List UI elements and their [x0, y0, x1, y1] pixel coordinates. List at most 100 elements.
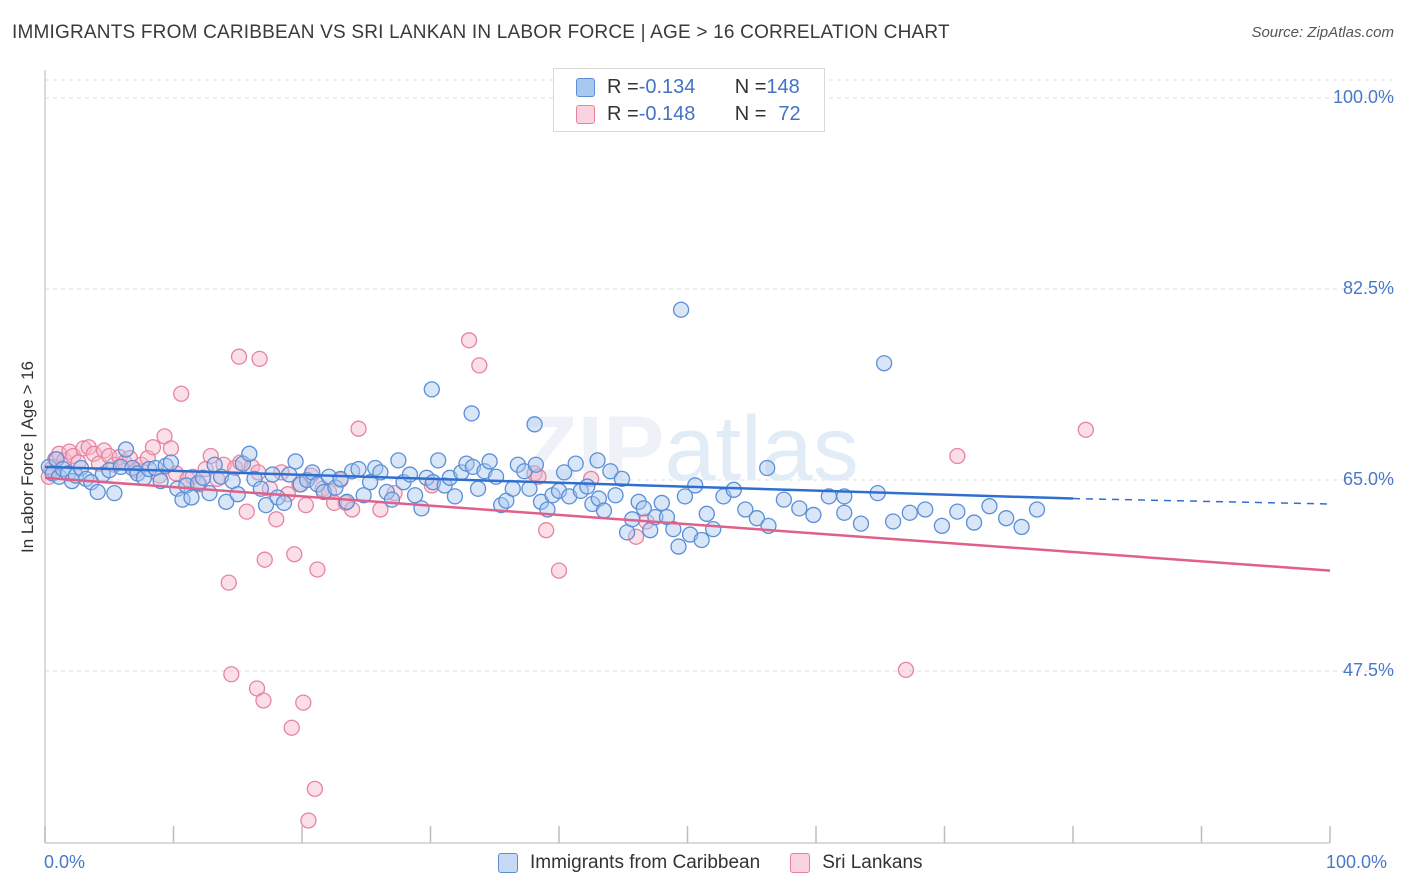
gridlines: [45, 79, 1392, 672]
caribbean-point: [933, 517, 951, 534]
sri-lankans-point: [162, 440, 180, 457]
caribbean-point: [406, 487, 424, 504]
caribbean-point: [590, 490, 607, 507]
caribbean-point: [89, 483, 106, 501]
caribbean-point: [463, 405, 480, 422]
caribbean-point: [635, 500, 652, 517]
y-tick-label-65: 65.0%: [1342, 469, 1394, 489]
caribbean-point: [670, 538, 687, 555]
chart-title: IMMIGRANTS FROM CARIBBEAN VS SRI LANKAN …: [12, 22, 950, 43]
caribbean-point: [390, 452, 407, 469]
caribbean-point: [737, 501, 754, 518]
caribbean-point: [693, 531, 710, 549]
caribbean-point: [875, 355, 893, 372]
legend-row-caribbean: R = -0.134 N = 148: [576, 74, 800, 100]
series-sri-lankans: [40, 332, 1094, 829]
sri-lankans-point: [897, 661, 915, 679]
sri-lankans-point: [949, 447, 966, 465]
y-tick-label-100: 100.0%: [1332, 87, 1394, 107]
n-label: N =: [734, 102, 767, 125]
r-label: R =: [607, 75, 639, 98]
n-label: N =: [734, 75, 767, 98]
y-tick-label-82-5: 82.5%: [1342, 278, 1394, 298]
sri-lankans-point: [460, 332, 478, 349]
source-label: Source: ZipAtlas.com: [1251, 24, 1394, 41]
sri-lankans-point: [230, 348, 248, 365]
caribbean-point: [241, 445, 258, 462]
sri-lankans-point: [268, 511, 285, 528]
caribbean-point: [257, 496, 275, 514]
x-tick-label-min: 0.0%: [44, 852, 86, 872]
caribbean-point: [183, 489, 200, 506]
caribbean-point: [836, 504, 853, 521]
sri-lankans-point: [530, 468, 547, 485]
caribbean-point: [725, 481, 742, 498]
caribbean-point: [759, 459, 776, 477]
r-value: -0.134: [638, 75, 696, 98]
sri-lankans-point: [202, 447, 219, 465]
legend-label-sri-lankans: Sri Lankans: [822, 852, 923, 873]
caribbean-point: [218, 493, 235, 510]
y-tick-label-47-5: 47.5%: [1342, 660, 1394, 680]
caribbean-point: [791, 500, 808, 517]
caribbean-point: [383, 491, 401, 508]
n-value: 72: [778, 102, 801, 125]
legend-item-sri-lankans: Sri Lankans: [790, 852, 923, 874]
sri-lankans-point: [223, 666, 240, 683]
caribbean-point: [653, 494, 670, 512]
r-value: -0.148: [638, 102, 696, 125]
sri-lankans-point: [238, 503, 255, 520]
n-value: 148: [766, 75, 800, 98]
caribbean-point: [852, 515, 870, 532]
watermark-text: ZIPatlas: [521, 398, 858, 500]
caribbean-point: [493, 496, 510, 514]
sri-lankans-point: [350, 420, 367, 437]
caribbean-point: [602, 463, 619, 480]
caribbean-point: [430, 452, 447, 469]
caribbean-point: [949, 503, 966, 520]
caribbean-point: [355, 487, 372, 504]
caribbean-point: [884, 513, 902, 530]
caribbean-point: [287, 453, 304, 470]
caribbean-point: [229, 486, 246, 503]
legend-label-caribbean: Immigrants from Caribbean: [530, 852, 761, 873]
caribbean-point: [613, 470, 631, 488]
sri-lankans-point: [75, 440, 92, 457]
caribbean-legend-swatch: [498, 853, 518, 873]
series-caribbean: [40, 301, 1046, 555]
caribbean-point: [698, 505, 715, 522]
caribbean-swatch: [576, 77, 595, 97]
caribbean-point: [194, 469, 212, 486]
sri-lankans-swatch: [576, 104, 595, 124]
caribbean-point: [446, 488, 464, 505]
caribbean-point: [162, 454, 180, 471]
stats-legend: R = -0.134 N = 148 R = -0.148 N = 72: [553, 68, 825, 132]
caribbean-point: [1028, 501, 1046, 518]
caribbean-trend-extension: [1072, 497, 1331, 505]
caribbean-point: [775, 491, 793, 508]
sri-lankans-point: [300, 812, 317, 829]
caribbean-point: [401, 466, 419, 483]
sri-lankans-point: [286, 546, 303, 563]
caribbean-point: [413, 500, 430, 517]
caribbean-point: [748, 510, 766, 527]
sri-lankans-point: [85, 445, 102, 462]
caribbean-point: [112, 458, 129, 476]
caribbean-point: [423, 381, 440, 398]
caribbean-point: [555, 464, 573, 481]
sri-lankans-point: [306, 780, 324, 798]
caribbean-point: [338, 493, 356, 510]
x-tick-label-max: 100.0%: [1326, 852, 1388, 872]
sri-lankans-point: [173, 385, 190, 402]
caribbean-point: [595, 502, 613, 519]
caribbean-point: [965, 514, 983, 531]
y-axis-label: In Labor Force | Age > 16: [18, 360, 37, 554]
watermark: ZIPatlas: [521, 398, 858, 500]
trend-lines: [44, 465, 1331, 572]
caribbean-point: [705, 520, 722, 538]
caribbean-point: [998, 510, 1015, 527]
caribbean-point: [672, 301, 690, 318]
caribbean-point: [687, 477, 704, 494]
caribbean-point: [246, 470, 263, 488]
